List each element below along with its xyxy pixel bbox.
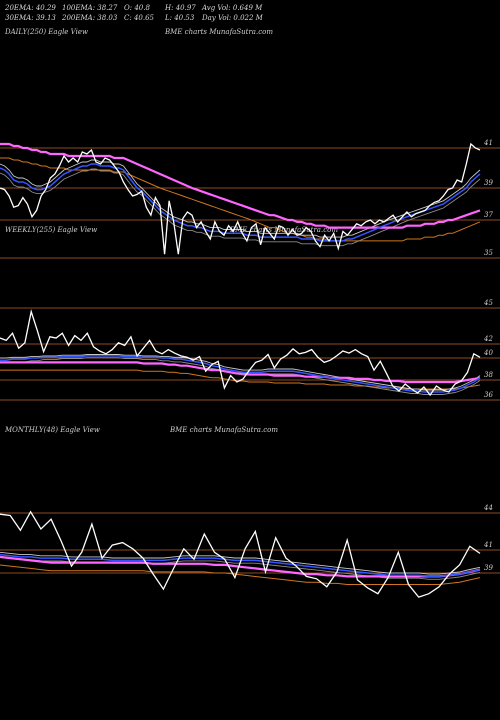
daily-price-line — [0, 142, 481, 255]
ema200-readout: 200EMA: 38.03 — [62, 14, 118, 22]
daily-tick-label: 39 — [484, 179, 493, 187]
open-readout: O: 40.8 — [124, 4, 150, 12]
weekly-panel-title: WEEKLY(255) Eagle View — [5, 226, 98, 234]
ema30-readout: 30EMA: 39.13 — [5, 14, 56, 22]
weekly-ema-slow-line — [0, 361, 481, 384]
low-readout: L: 40.53 — [165, 14, 195, 22]
daily-tick-label: 37 — [484, 211, 493, 219]
daily-watermark: BME charts MunafaSutra.com — [165, 28, 273, 36]
monthly-tick-label: 41 — [483, 541, 493, 549]
weekly-ema-mid1-line — [0, 354, 481, 391]
monthly-tick-label: 44 — [483, 504, 493, 512]
monthly-panel-title: MONTHLY(48) Eagle View — [5, 426, 100, 434]
weekly-tick-label: 36 — [484, 391, 493, 399]
weekly-tick-label: 40 — [483, 349, 493, 357]
close-readout: C: 40.65 — [124, 14, 154, 22]
weekly-tick-label: 42 — [483, 335, 493, 343]
monthly-price-line — [0, 510, 481, 598]
daily-ema-slow-line — [0, 142, 481, 229]
high-readout: H: 40.97 — [165, 4, 196, 12]
weekly-watermark: BME charts MunafaSutra.com — [230, 226, 338, 234]
daily-tick-label: 41 — [483, 139, 493, 147]
weekly-price-line — [0, 309, 481, 397]
weekly-tick-label: 38 — [484, 371, 493, 379]
daily-panel-title: DAILY(250) Eagle View — [5, 28, 88, 36]
ema100-readout: 100EMA: 38.27 — [62, 4, 118, 12]
ema20-readout: 20EMA: 40.29 — [5, 4, 56, 12]
monthly-ema-mid1-line — [0, 551, 481, 575]
daily-ema-long-line — [0, 157, 481, 242]
monthly-tick-label: 39 — [484, 564, 493, 572]
daily-tick-label: 35 — [484, 249, 493, 257]
daily-ema-mid2-line — [0, 168, 481, 247]
avg-volume-readout: Avg Vol: 0.649 M — [202, 4, 263, 12]
monthly-ema-long-line — [0, 564, 481, 585]
day-volume-readout: Day Vol: 0.022 M — [202, 14, 263, 22]
monthly-watermark: BME charts MunafaSutra.com — [170, 426, 278, 434]
weekly-tick-label: 45 — [483, 299, 493, 307]
monthly-ema-slow-line — [0, 555, 481, 578]
daily-ema-mid1-line — [0, 159, 481, 238]
monthly-ema-fast-line — [0, 553, 481, 578]
